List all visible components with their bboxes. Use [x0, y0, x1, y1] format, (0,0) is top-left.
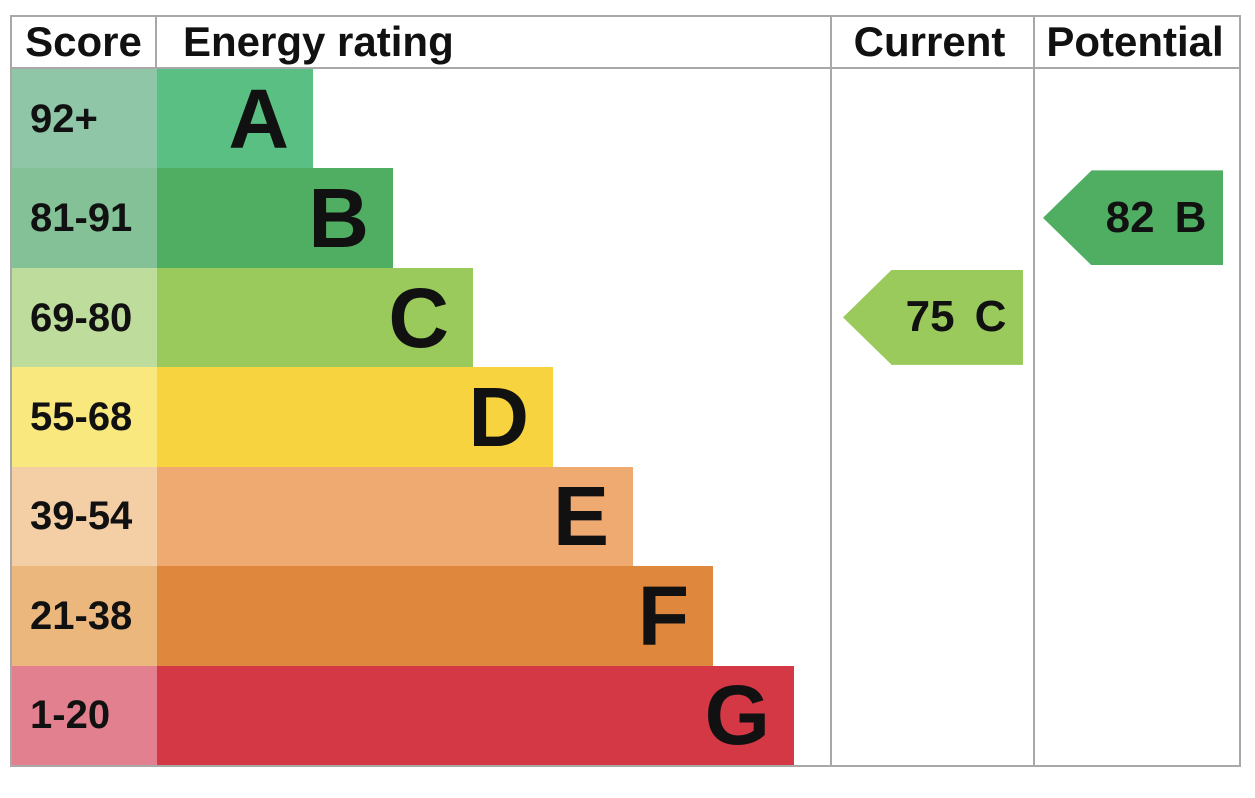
band-row: 21-38 F: [12, 566, 830, 666]
potential-rating-arrow: 82 B: [1043, 170, 1223, 266]
band-row: 1-20 G: [12, 665, 830, 765]
band-bar-e: E: [157, 466, 633, 567]
energy-rating-column-header: Energy rating: [183, 18, 454, 65]
current-column-header: Current: [853, 18, 1006, 65]
potential-band-letter: B: [1174, 192, 1207, 242]
epc-rating-chart: Score Energy rating Current Potential 92…: [10, 15, 1241, 767]
band-bar-c: C: [157, 267, 473, 368]
band-bar-f: F: [157, 566, 713, 666]
current-column-divider: [830, 17, 832, 765]
band-letter: A: [228, 71, 289, 166]
current-rating-arrow: 75 C: [843, 269, 1023, 365]
band-row: 92+ A: [12, 69, 830, 169]
band-score-range: 39-54: [12, 466, 157, 567]
potential-score-value: 82: [1105, 192, 1155, 242]
potential-column-divider: [1033, 17, 1035, 765]
band-bar-a: A: [157, 69, 313, 169]
band-score-range: 1-20: [12, 665, 157, 765]
band-letter: C: [388, 270, 449, 365]
band-letter: F: [637, 568, 689, 663]
band-letter: E: [552, 469, 609, 564]
current-score-value: 75: [905, 292, 955, 342]
band-rows: 92+ A 81-91 B 69-80 C 55-68 D 39-54 E 21-38 F 1-20 G: [12, 69, 830, 765]
band-letter: G: [704, 668, 770, 763]
band-bar-d: D: [157, 367, 553, 467]
chart-header-row: Score Energy rating Current Potential: [12, 17, 1239, 69]
band-letter: B: [308, 171, 369, 266]
band-bar-b: B: [157, 168, 393, 268]
current-band-letter: C: [974, 292, 1007, 342]
band-score-range: 92+: [12, 69, 157, 169]
band-score-range: 21-38: [12, 566, 157, 666]
band-row: 55-68 D: [12, 367, 830, 467]
band-score-range: 69-80: [12, 267, 157, 368]
band-score-range: 81-91: [12, 168, 157, 268]
score-column-header: Score: [12, 17, 157, 67]
band-row: 69-80 C: [12, 267, 830, 368]
band-row: 39-54 E: [12, 466, 830, 567]
band-score-range: 55-68: [12, 367, 157, 467]
potential-column-header: Potential: [1046, 18, 1224, 65]
band-row: 81-91 B: [12, 168, 830, 268]
band-bar-g: G: [157, 665, 794, 765]
band-letter: D: [468, 369, 529, 464]
